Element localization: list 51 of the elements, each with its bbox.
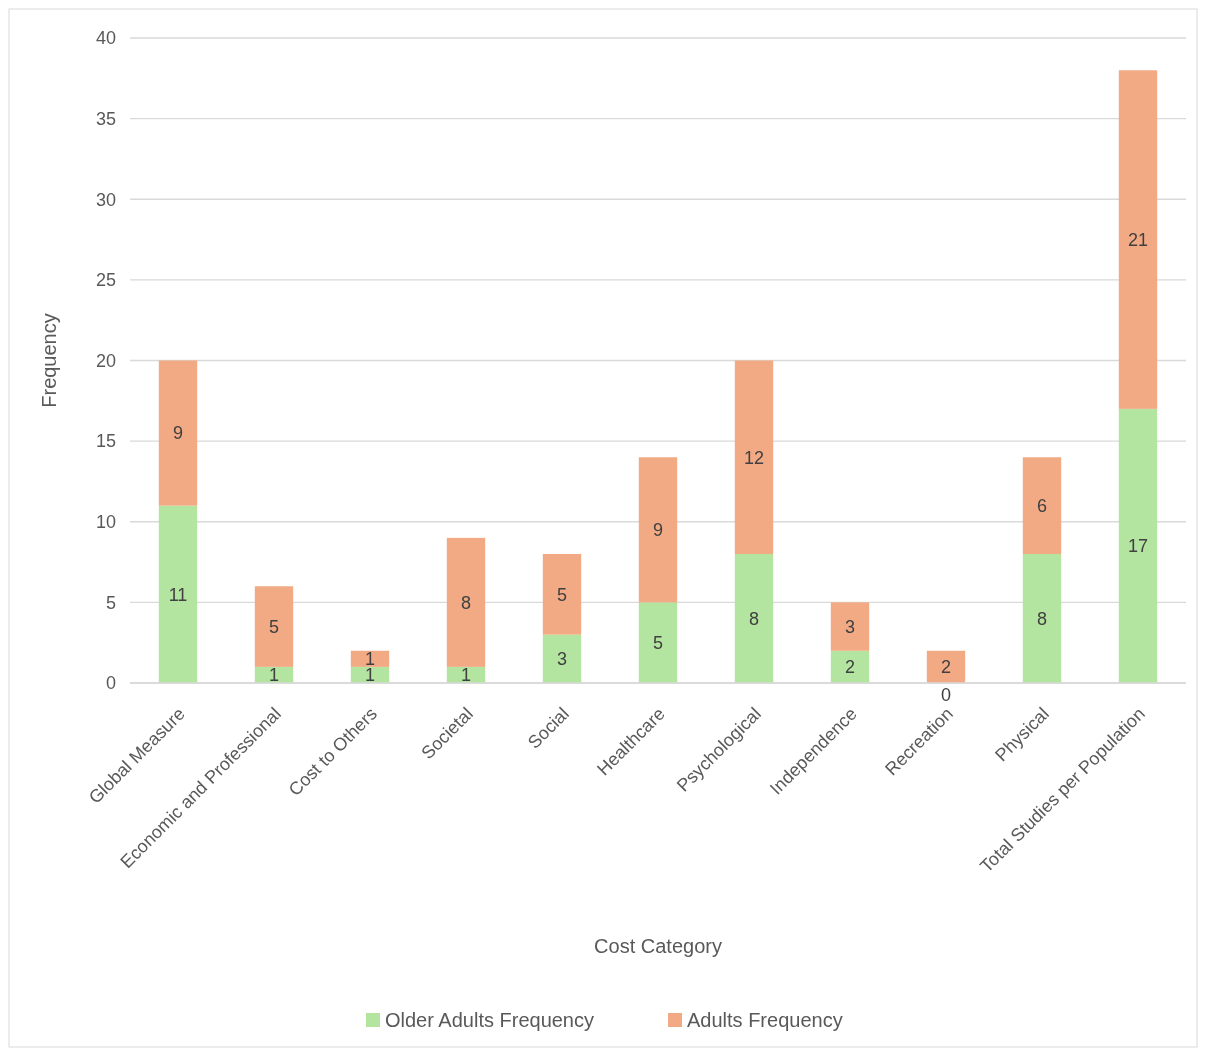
- bar: [542, 634, 582, 683]
- data-label: 11: [168, 584, 188, 605]
- data-label: 21: [1127, 229, 1149, 250]
- data-label: 5: [652, 632, 664, 653]
- data-label: 3: [556, 649, 568, 670]
- legend-label: Adults Frequency: [687, 1009, 843, 1031]
- data-label: 8: [748, 608, 760, 629]
- bar: [158, 360, 198, 506]
- bar: [638, 457, 678, 603]
- data-label: 2: [844, 657, 856, 678]
- data-label: 3: [844, 616, 856, 637]
- bar: [926, 650, 966, 683]
- bar: [1118, 408, 1158, 683]
- bar: [1022, 457, 1062, 554]
- data-label: 1: [460, 665, 472, 686]
- data-label: 12: [743, 447, 765, 468]
- y-tick-label: 20: [95, 350, 116, 371]
- x-axis-title: Cost Category: [594, 935, 722, 957]
- data-label: 0: [940, 685, 952, 706]
- bar: [638, 602, 678, 683]
- y-tick-label: 10: [95, 512, 116, 533]
- data-label: 9: [652, 520, 664, 541]
- legend-label: Older Adults Frequency: [385, 1009, 594, 1031]
- bar: [542, 554, 582, 635]
- data-label: 9: [172, 423, 184, 444]
- y-tick-label: 30: [95, 189, 116, 210]
- data-label: 5: [556, 584, 568, 605]
- bar: [446, 537, 486, 667]
- bar: [1022, 554, 1062, 683]
- bar: [734, 360, 774, 554]
- y-tick-label: 40: [95, 28, 116, 49]
- data-label: 2: [940, 657, 952, 678]
- data-label: 1: [268, 665, 280, 686]
- y-tick-label: 15: [95, 431, 116, 452]
- y-tick-label: 35: [95, 108, 116, 129]
- bar: [158, 505, 198, 683]
- bar: [254, 586, 294, 667]
- data-label: 17: [1127, 536, 1149, 557]
- data-label: 5: [268, 616, 280, 637]
- data-label: 6: [1036, 495, 1048, 516]
- y-tick-label: 5: [105, 592, 116, 613]
- y-tick-label: 0: [105, 673, 116, 694]
- data-label: 8: [1036, 608, 1048, 629]
- data-label: 8: [460, 592, 472, 613]
- bar: [734, 554, 774, 683]
- y-tick-label: 25: [95, 270, 116, 291]
- bar: [830, 650, 870, 683]
- y-axis-title: Frequency: [38, 313, 60, 408]
- data-label: 1: [364, 665, 376, 686]
- bar: [1118, 70, 1158, 409]
- bar: [830, 602, 870, 651]
